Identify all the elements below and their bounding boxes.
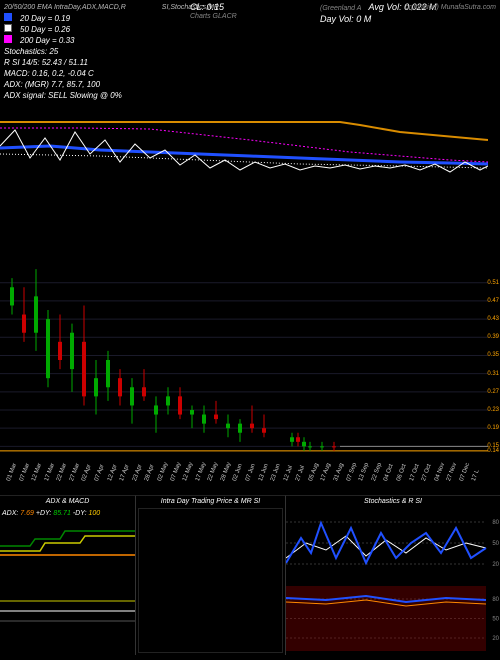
panel-adx-macd: ADX & MACD ADX: 7.69 +DY: 85.71 -DY: 100 bbox=[0, 495, 135, 655]
attribution: orporation) MunafaSutra.com bbox=[405, 4, 496, 11]
ma-chart bbox=[0, 110, 488, 220]
title-prefix: 20/50/200 EMA IntraDay,ADX,MACD,R bbox=[4, 2, 126, 13]
candle-chart bbox=[0, 260, 488, 460]
panel-intraday: Intra Day Trading Price & MR SI bbox=[135, 495, 285, 655]
swatch-50 bbox=[4, 24, 12, 32]
panel-c-svg: 20 50 80 20 50 80 bbox=[286, 508, 500, 653]
panel-b-title: Intra Day Trading Price & MR SI bbox=[136, 496, 285, 507]
date-axis: 01 Mar07 Mar12 Mar17 Mar22 Mar27 Mar02 A… bbox=[0, 462, 488, 492]
panel-a-title: ADX & MACD bbox=[0, 496, 135, 507]
adx-signal: ADX signal: SELL Slowing @ 0% bbox=[4, 90, 496, 101]
svg-text:80: 80 bbox=[492, 520, 499, 526]
header-info: 20/50/200 EMA IntraDay,ADX,MACD,R SI,Sto… bbox=[0, 0, 500, 103]
chart-container: 20/50/200 EMA IntraDay,ADX,MACD,R SI,Sto… bbox=[0, 0, 500, 660]
price-axis: 0.510.470.430.390.350.310.270.230.190.15… bbox=[486, 260, 500, 460]
indicator-panels: ADX & MACD ADX: 7.69 +DY: 85.71 -DY: 100… bbox=[0, 495, 500, 655]
adx: ADX: (MGR) 7.7, 85.7, 100 bbox=[4, 79, 496, 90]
day-vol: Day Vol: 0 M bbox=[320, 14, 371, 24]
swatch-20 bbox=[4, 13, 12, 21]
rsi: R SI 14/5: 52.43 / 51.11 bbox=[4, 57, 496, 68]
panel-a-svg bbox=[0, 511, 135, 656]
ema50: 50 Day = 0.26 bbox=[20, 24, 70, 35]
svg-text:20: 20 bbox=[492, 636, 499, 642]
panel-stochastics: Stochastics & R SI 20 50 80 20 50 80 bbox=[285, 495, 500, 655]
swatch-200 bbox=[4, 35, 12, 43]
charts-label: Charts GLACR bbox=[190, 13, 237, 20]
macd: MACD: 0.16, 0.2, -0.04 C bbox=[4, 68, 496, 79]
ma-svg bbox=[0, 110, 488, 220]
svg-text:50: 50 bbox=[492, 541, 499, 547]
close-price: CL: 0.15 Charts GLACR bbox=[190, 2, 237, 20]
stochastics: Stochastics: 25 bbox=[4, 46, 496, 57]
svg-text:20: 20 bbox=[492, 562, 499, 568]
svg-text:80: 80 bbox=[492, 597, 499, 603]
ema20: 20 Day = 0.19 bbox=[20, 13, 70, 24]
panel-c-title: Stochastics & R SI bbox=[286, 496, 500, 507]
svg-text:50: 50 bbox=[492, 617, 499, 623]
candle-svg bbox=[0, 260, 488, 460]
ema200: 200 Day = 0.33 bbox=[20, 35, 74, 46]
